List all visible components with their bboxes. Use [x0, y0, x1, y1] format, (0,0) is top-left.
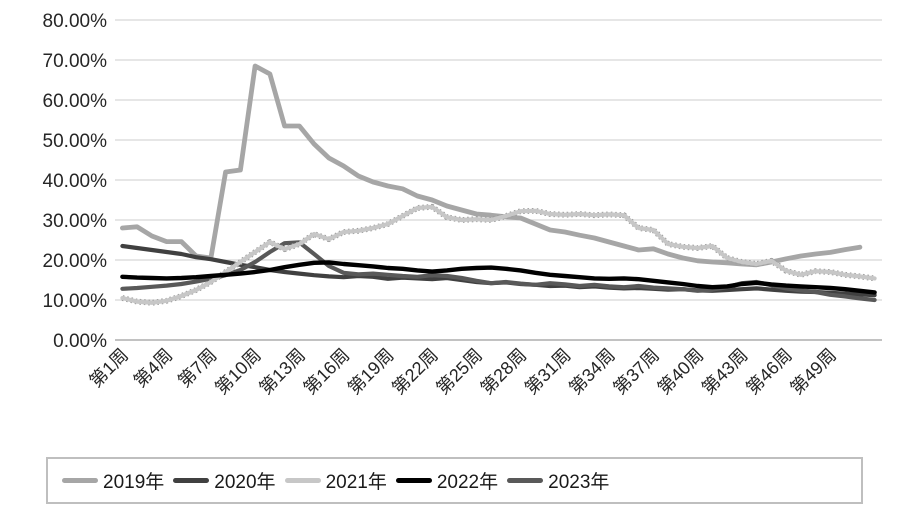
y-axis-label: 60.00% [43, 91, 108, 112]
x-axis-label: 第22周 [388, 345, 442, 399]
x-axis-label: 第34周 [565, 345, 619, 399]
legend-swatch [395, 478, 432, 483]
y-axis-label: 10.00% [43, 291, 108, 312]
legend-item-2019年: 2019年 [62, 467, 164, 494]
legend-item-2021年: 2021年 [284, 467, 387, 494]
x-axis-label: 第40周 [654, 345, 708, 399]
x-axis-label: 第13周 [255, 345, 309, 399]
legend-swatch [507, 478, 544, 483]
x-axis-label: 第31周 [521, 345, 575, 399]
legend-item-2020年: 2020年 [173, 467, 276, 494]
x-axis-label: 第4周 [130, 345, 177, 392]
series-line-2022年 [120, 260, 877, 295]
series-line-2021年 [120, 204, 877, 305]
y-axis-label: 40.00% [43, 171, 108, 192]
x-axis-label: 第49周 [786, 345, 840, 399]
x-axis-label: 第19周 [344, 345, 398, 399]
x-axis-label: 第37周 [609, 345, 663, 399]
x-axis-label: 第46周 [742, 345, 796, 399]
legend-swatch [284, 478, 321, 483]
legend-label: 2023年 [548, 472, 610, 493]
y-axis-label: 80.00% [43, 11, 108, 32]
legend-label: 2022年 [436, 472, 499, 493]
x-axis-label: 第25周 [432, 345, 486, 399]
series-line-2019年 [120, 63, 863, 268]
legend-label: 2020年 [214, 472, 276, 493]
y-axis-label: 70.00% [43, 51, 108, 72]
x-axis-label: 第16周 [300, 345, 354, 399]
series-line-2023年 [120, 240, 877, 303]
legend-label: 2021年 [325, 472, 387, 493]
y-axis-label: 20.00% [43, 251, 108, 272]
x-axis-label: 第10周 [211, 345, 265, 399]
chart-legend: 2019年 2020年 2021年 2022年 2023年 [46, 457, 863, 504]
x-axis-label: 第43周 [698, 345, 752, 399]
y-axis-label: 30.00% [43, 211, 108, 232]
y-axis-label: 0.00% [53, 331, 107, 352]
legend-label: 2019年 [103, 472, 165, 493]
legend-swatch [62, 478, 98, 483]
legend-item-2023年: 2023年 [507, 467, 609, 494]
plot-area: 0.00% 10.00% 20.00% 30.00% 40.00% 50.00% 60.00… [43, 11, 882, 399]
legend-swatch [173, 478, 210, 483]
legend-item-2022年: 2022年 [395, 467, 499, 494]
y-axis-label: 50.00% [43, 131, 108, 152]
x-axis-label: 第28周 [477, 345, 531, 399]
